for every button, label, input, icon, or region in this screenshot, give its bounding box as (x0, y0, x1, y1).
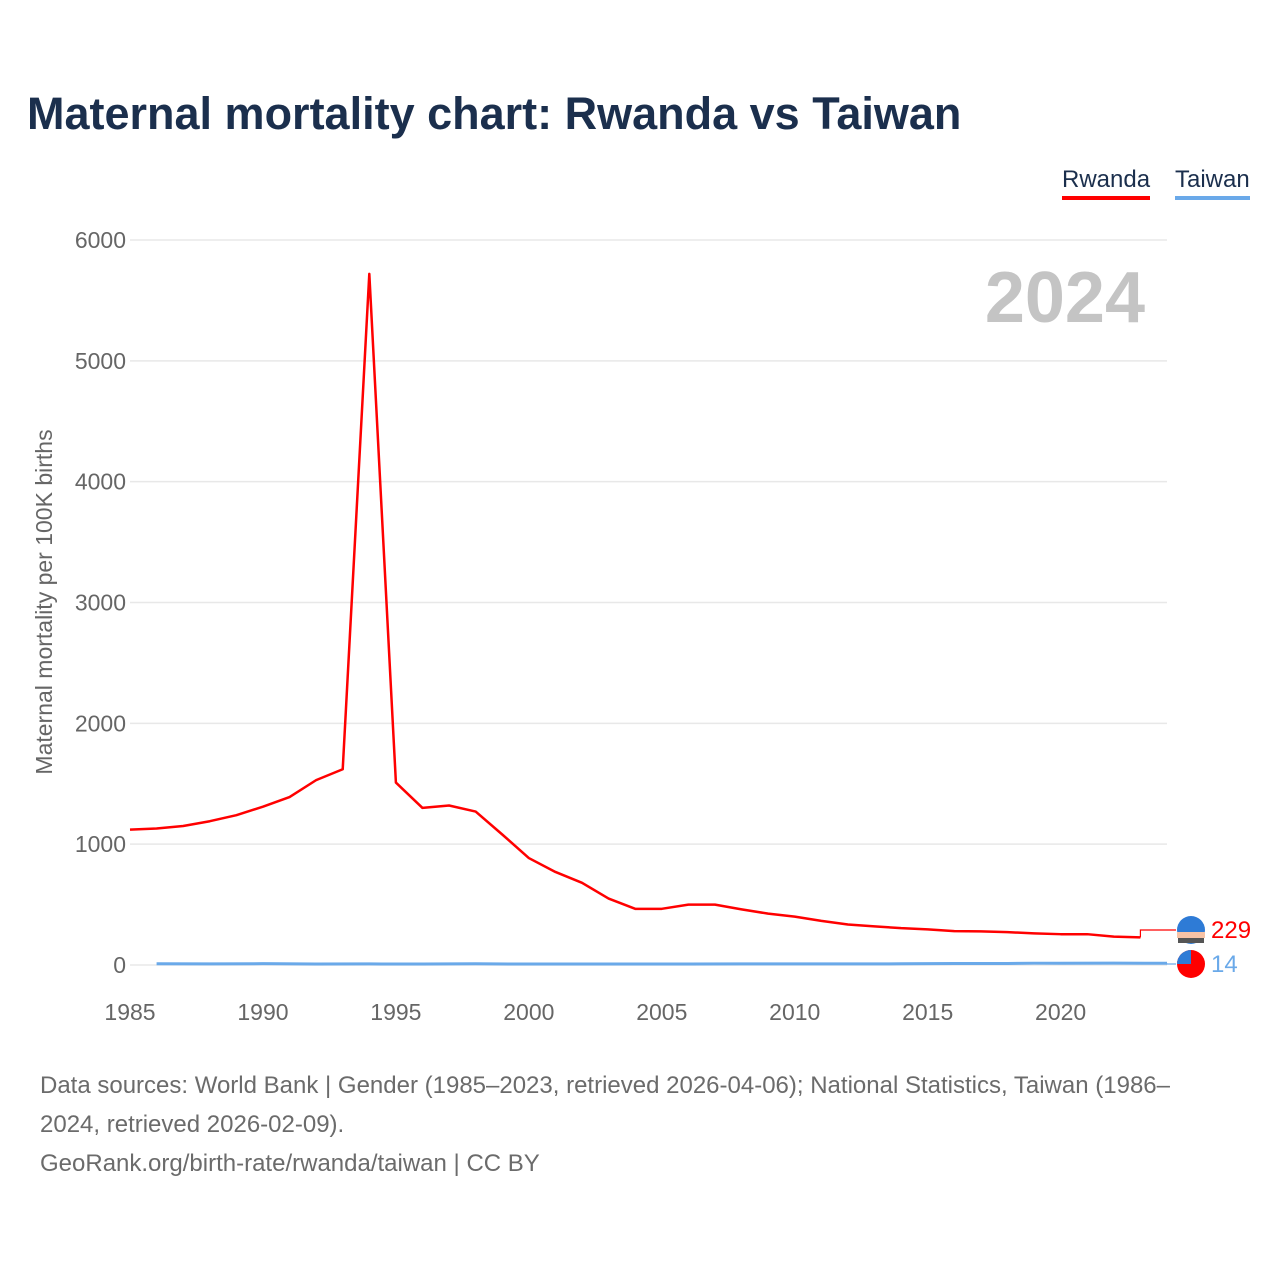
legend-rwanda[interactable]: Rwanda (1062, 166, 1151, 200)
x-tick-label: 2020 (1035, 999, 1086, 1025)
series-line-taiwan (156, 961, 1168, 966)
legend-taiwan[interactable]: Taiwan (1175, 166, 1250, 200)
end-connector (1166, 963, 1176, 965)
end-value-label: 14 (1211, 951, 1238, 978)
flag-canton (1177, 950, 1191, 964)
y-tick-label: 4000 (75, 469, 126, 495)
x-tick-label: 2000 (503, 999, 554, 1025)
end-connector (1139, 929, 1176, 938)
y-tick-label: 2000 (75, 710, 126, 736)
y-tick-label: 3000 (75, 590, 126, 616)
data-sources: Data sources: World Bank | Gender (1985–… (40, 1072, 1170, 1138)
x-tick-label: 1985 (104, 999, 155, 1025)
footer: Data sources: World Bank | Gender (1985–… (40, 1066, 1220, 1183)
x-tick-label: 2010 (769, 999, 820, 1025)
x-tick-label: 2005 (636, 999, 687, 1025)
credit-link[interactable]: GeoRank.org/birth-rate/rwanda/taiwan | C… (40, 1150, 540, 1177)
x-tick-label: 1990 (237, 999, 288, 1025)
x-tick-label: 2015 (902, 999, 953, 1025)
y-tick-label: 5000 (75, 348, 126, 374)
flag-stripe (1178, 938, 1204, 943)
y-tick-label: 0 (113, 952, 126, 978)
y-tick-label: 6000 (75, 227, 126, 253)
series-line-rwanda (129, 272, 1141, 939)
end-value-label: 229 (1211, 917, 1251, 944)
y-tick-label: 1000 (75, 831, 126, 857)
chart-title: Maternal mortality chart: Rwanda vs Taiw… (27, 88, 962, 139)
flag-stripe (1177, 932, 1205, 938)
y-axis-label: Maternal mortality per 100K births (31, 429, 57, 774)
x-tick-label: 1995 (370, 999, 421, 1025)
year-watermark: 2024 (985, 258, 1145, 338)
